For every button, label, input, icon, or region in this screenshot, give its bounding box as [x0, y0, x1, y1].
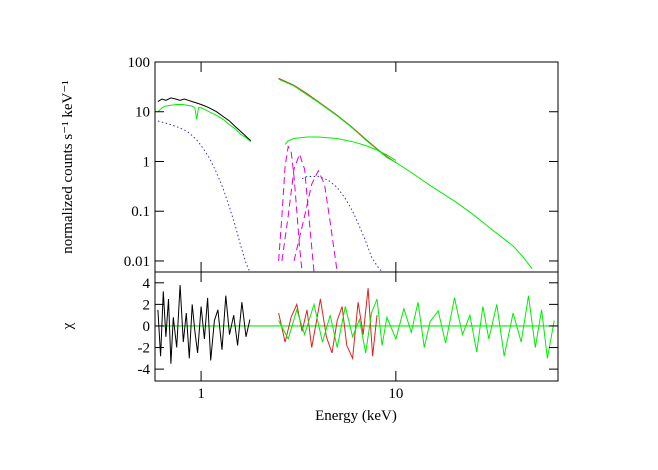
- y-tick-label: 0.1: [131, 204, 150, 220]
- y-tick-label: 1: [143, 154, 151, 170]
- y-tick-label: -4: [138, 362, 151, 378]
- y-tick-label: 0: [143, 319, 151, 335]
- x-tick-label: 1: [197, 386, 205, 402]
- data-line: [278, 295, 555, 359]
- y-tick-label: 2: [143, 297, 151, 313]
- data-line: [278, 78, 533, 270]
- y-tick-label: 100: [128, 55, 151, 71]
- data-line: [157, 284, 251, 364]
- data-line: [157, 97, 252, 142]
- data-line: [278, 288, 378, 361]
- data-line: [281, 152, 315, 273]
- y-tick-label: -2: [138, 341, 151, 357]
- y-tick-label: 0.01: [124, 254, 150, 270]
- data-line: [278, 145, 303, 273]
- data-line: [293, 169, 338, 273]
- y-axis-label: normalized counts s⁻¹ keV⁻¹: [60, 80, 76, 254]
- y-axis-label: χ: [60, 322, 76, 330]
- data-line: [284, 136, 397, 161]
- plot-frame: [154, 271, 559, 382]
- x-axis-label: Energy (keV): [315, 408, 397, 424]
- data-line: [157, 104, 252, 143]
- y-tick-label: 4: [143, 276, 151, 292]
- x-tick-label: 10: [388, 386, 403, 402]
- y-tick-label: 10: [135, 105, 150, 121]
